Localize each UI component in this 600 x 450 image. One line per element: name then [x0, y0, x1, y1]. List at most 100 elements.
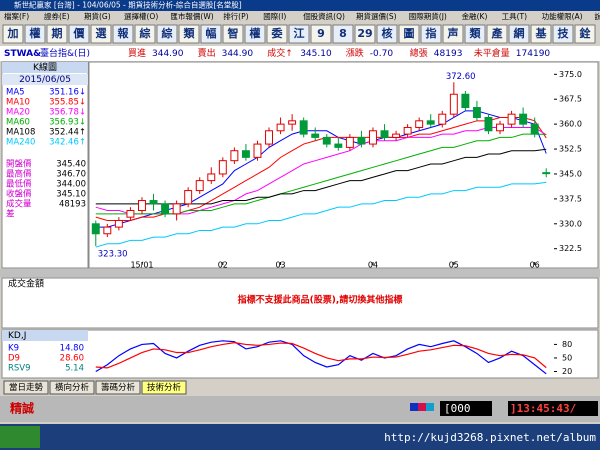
toolbar-button[interactable] — [376, 24, 398, 44]
toolbar-button[interactable] — [442, 24, 464, 44]
toolbar-label: 基 — [535, 26, 548, 40]
menu-item[interactable]: 國際(I) — [263, 11, 286, 21]
toolbar-button[interactable] — [398, 24, 420, 44]
menu-item[interactable]: 功能權限(A) — [542, 11, 583, 21]
candle-body — [369, 130, 377, 145]
menu-item[interactable]: 金融(K) — [462, 11, 488, 21]
candle-body — [530, 123, 539, 135]
menu-item[interactable]: 說明(H) — [594, 11, 600, 21]
toolbar-label: 類 — [469, 26, 482, 40]
menu-item[interactable]: 選擇權(O) — [124, 11, 158, 21]
quote-label: 成交↑ — [267, 47, 293, 59]
brand: 精誠 — [10, 401, 34, 416]
toolbar-button[interactable] — [530, 24, 552, 44]
toolbar-button[interactable] — [112, 24, 134, 44]
candle-body — [184, 190, 193, 205]
candle-body — [276, 123, 285, 132]
toolbar-button[interactable] — [508, 24, 530, 44]
time-box — [508, 401, 598, 416]
menu-item[interactable]: 匯市報價(W) — [170, 11, 213, 21]
x-tick-label: 04 — [368, 261, 378, 270]
toolbar-button[interactable] — [464, 24, 486, 44]
toolbar-button[interactable] — [244, 24, 266, 44]
x-tick-label: 02 — [218, 261, 228, 270]
status-icon — [426, 403, 434, 411]
toolbar-label: 声 — [447, 26, 459, 40]
y-tick-label: 20 — [562, 367, 572, 376]
menu-item[interactable]: 個股資訊(Q) — [303, 11, 345, 21]
candle-body — [299, 120, 308, 135]
menu-item[interactable]: 排行(P) — [223, 11, 248, 21]
toolbar-button[interactable] — [574, 24, 596, 44]
quote-value: 48193 — [434, 49, 463, 59]
candle-body — [114, 219, 123, 228]
toolbar-button[interactable] — [222, 24, 244, 44]
toolbar-button[interactable] — [354, 24, 376, 44]
tab-label: 籌碼分析 — [101, 382, 136, 393]
toolbar-button[interactable] — [420, 24, 442, 44]
toolbar-button[interactable] — [156, 24, 178, 44]
kd-header-bg — [2, 330, 88, 341]
volume-panel — [1, 277, 599, 329]
kd-legend-name: K9 — [8, 344, 19, 354]
toolbar-label: 圖 — [404, 27, 415, 40]
toolbar-button[interactable] — [46, 24, 68, 44]
menu-item[interactable]: 檔案(F) — [4, 11, 29, 21]
menu-item[interactable]: 工具(T) — [502, 12, 528, 21]
toolbar-button[interactable] — [266, 24, 288, 44]
toolbar-button[interactable] — [332, 24, 354, 44]
price-annotation: 372.60 — [446, 72, 476, 82]
candle-body — [126, 210, 135, 218]
tab[interactable] — [141, 380, 187, 395]
menu-item[interactable]: 期貨選價(S) — [356, 11, 397, 21]
toolbar-button[interactable] — [134, 24, 156, 44]
ma-line — [95, 110, 547, 228]
toolbar-label: 類 — [183, 26, 196, 40]
toolbar-button[interactable] — [178, 24, 200, 44]
toolbar-label: 江 — [294, 26, 305, 40]
toolbar-button[interactable] — [2, 24, 24, 44]
toolbar-button[interactable] — [486, 24, 508, 44]
toolbar-button[interactable] — [310, 24, 332, 44]
tab-label: 技術分析 — [147, 382, 182, 393]
candle-body — [334, 143, 343, 148]
toolbar-button[interactable] — [200, 24, 222, 44]
toolbar-button[interactable] — [24, 24, 46, 44]
candle-body — [345, 136, 354, 148]
toolbar-label: 29 — [357, 27, 372, 40]
tab[interactable] — [95, 380, 141, 395]
candle-body — [195, 180, 204, 192]
toolbar-label: 綜 — [140, 26, 151, 40]
quote-label: 未平倉量 — [474, 47, 510, 59]
tab[interactable] — [49, 380, 95, 395]
panel-header-bg — [2, 62, 88, 73]
menu-item[interactable]: 期貨(G) — [84, 11, 111, 21]
status-code: [000 — [444, 402, 471, 415]
kd-legend-value: 14.80 — [60, 344, 84, 354]
symbol: STWA& — [4, 49, 41, 59]
start-button[interactable] — [0, 426, 40, 448]
toolbar-button[interactable] — [288, 24, 310, 44]
ma-value: 342.46↑ — [49, 138, 86, 148]
kd-legend-value: 5.14 — [65, 364, 84, 374]
quote-label: 賣出 — [198, 47, 216, 59]
tab[interactable] — [3, 380, 49, 395]
toolbar-label: 委 — [271, 26, 284, 40]
window-title: 新世紀贏家 [台灣] - 104/06/05 - 期貨技術分析-綜合自選股[名堂… — [14, 0, 242, 10]
toolbar-label: 報 — [118, 26, 130, 40]
toolbar-label: 幅 — [206, 26, 217, 40]
menu-item[interactable]: 國際期貨(J) — [409, 11, 447, 21]
quote-label: 總張 — [410, 47, 428, 59]
price-label: 開盤價 — [6, 159, 32, 170]
quote-label: 買進 — [128, 47, 146, 59]
toolbar-label: 網 — [514, 26, 525, 40]
menu-item[interactable]: 證券(E) — [44, 11, 70, 21]
toolbar-button[interactable] — [90, 24, 112, 44]
kd-line — [95, 342, 547, 369]
code-box — [440, 401, 492, 416]
y-tick-label: 352.5 — [559, 145, 582, 154]
ma-value: 356.93↓ — [49, 118, 86, 128]
toolbar-button[interactable] — [68, 24, 90, 44]
quote-value: 345.10 — [300, 49, 332, 59]
toolbar-button[interactable] — [552, 24, 574, 44]
